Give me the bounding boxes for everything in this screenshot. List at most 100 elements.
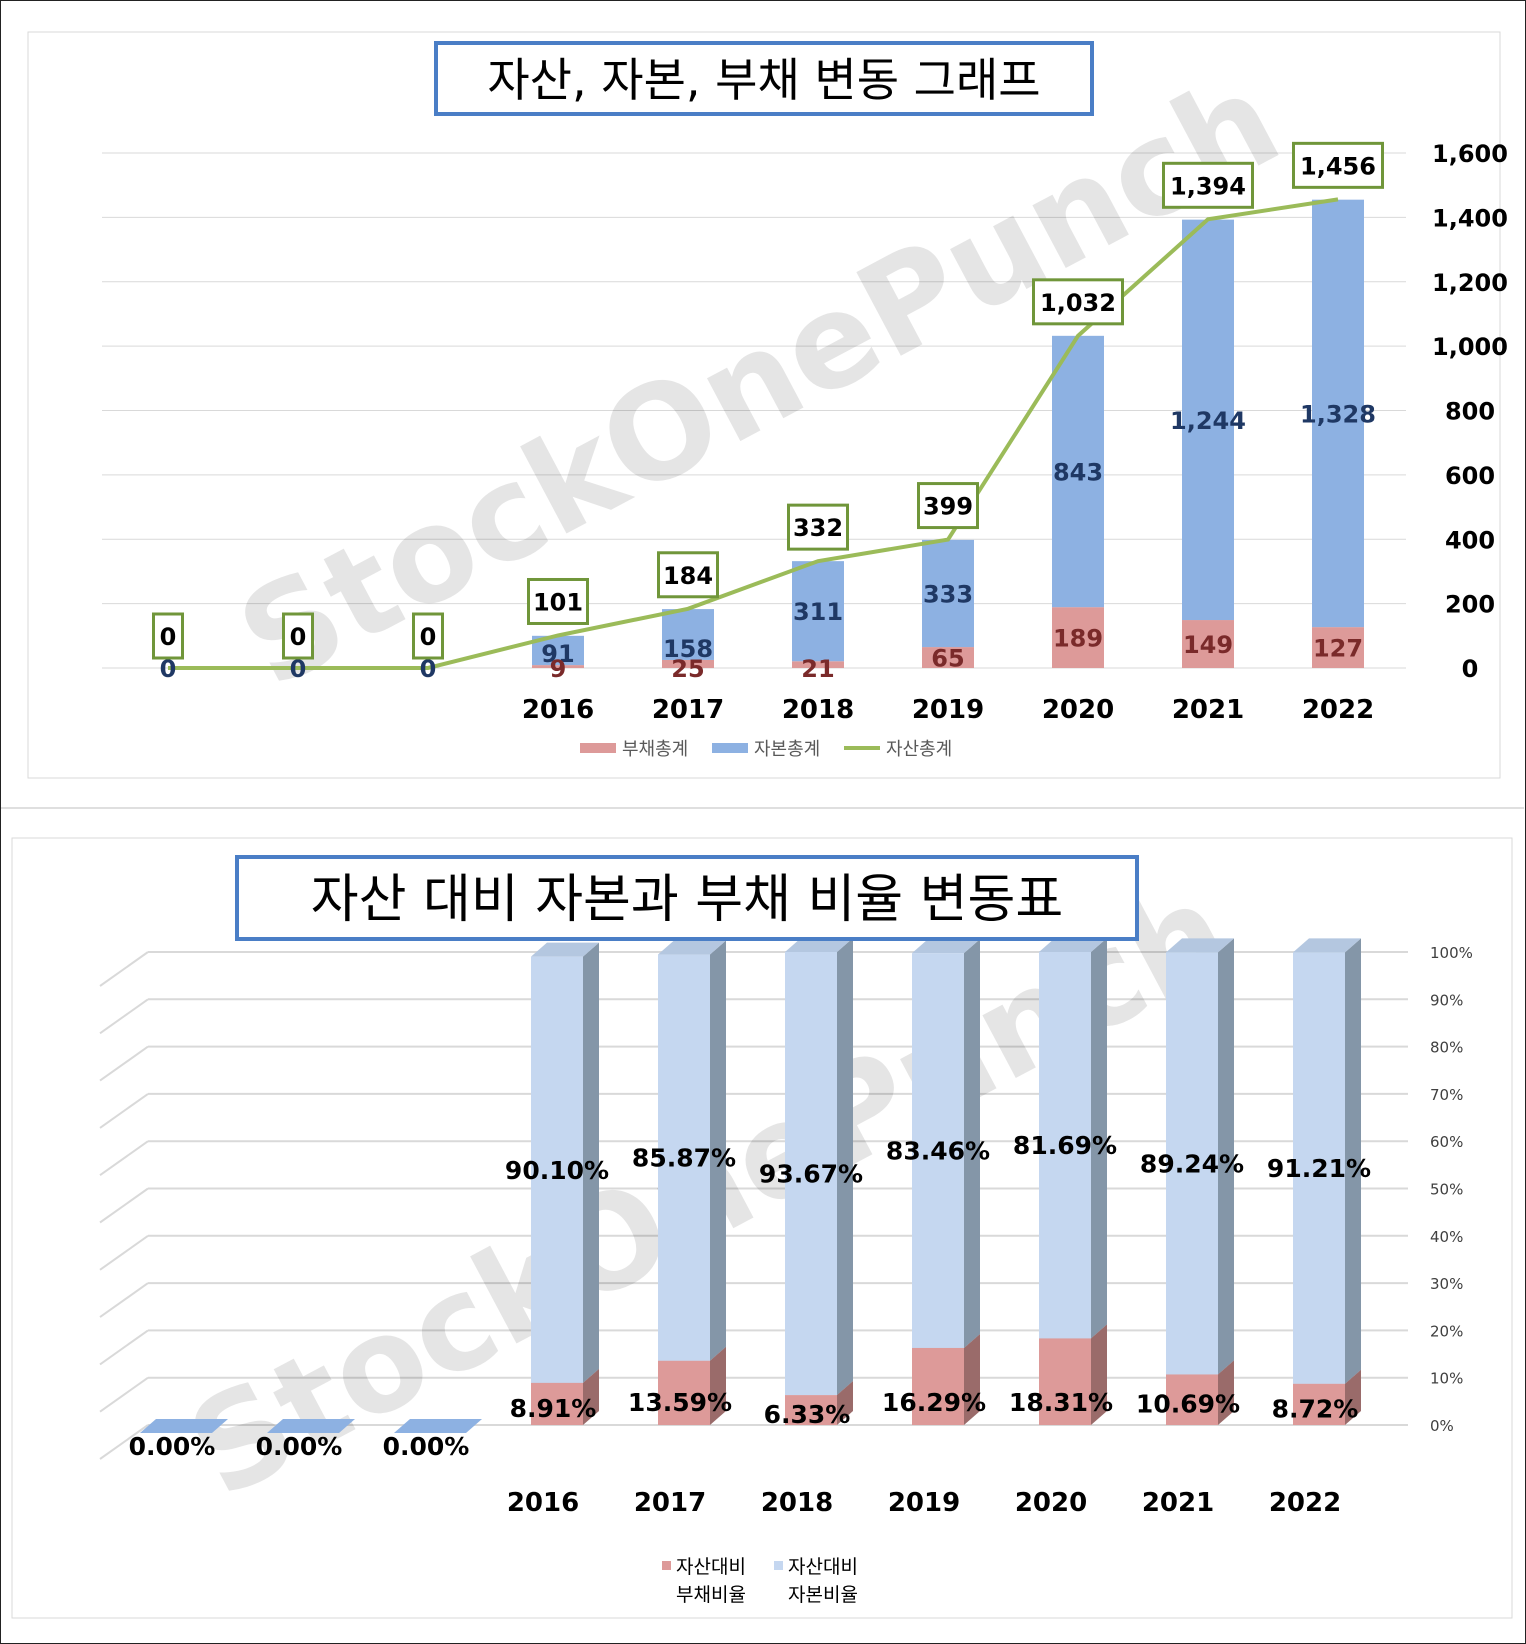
total-label-box bbox=[152, 612, 184, 660]
label-debt-ratio: 16.29% bbox=[882, 1388, 986, 1417]
x-tick-label: 2017 bbox=[634, 1488, 706, 1518]
chart2-y-axis: 0% 10% 20% 30% 40% 50% 60% 70% 80% 90% 100% bbox=[1430, 944, 1473, 1435]
total-label-box bbox=[412, 612, 444, 660]
bar-capital-ratio-side bbox=[710, 940, 726, 1361]
x-tick-label: 2021 bbox=[1172, 695, 1244, 725]
label-debt: 65 bbox=[931, 645, 964, 673]
bar-debt-ratio-front bbox=[785, 1395, 837, 1425]
empty-bar bbox=[267, 1419, 355, 1433]
y-tick-label: 1,200 bbox=[1432, 269, 1508, 297]
label-total-assets: 332 bbox=[793, 514, 843, 542]
bar-capital-ratio-side bbox=[837, 938, 853, 1396]
y-tick-label: 0 bbox=[1462, 655, 1479, 683]
x-tick-label: 2019 bbox=[888, 1488, 960, 1518]
total-label-box bbox=[282, 612, 314, 660]
chart2-x-axis: 2016 2017 2018 2019 2020 2021 2022 bbox=[507, 1488, 1341, 1518]
y-tick-label: 20% bbox=[1430, 1322, 1463, 1340]
label-capital: 333 bbox=[923, 580, 973, 608]
chart1-legend: 부채총계 자본총계 자산총계 bbox=[580, 739, 952, 760]
label-total-assets: 1,032 bbox=[1040, 289, 1116, 317]
label-capital-ratio: 83.46% bbox=[886, 1137, 990, 1166]
gridline-depth bbox=[99, 1282, 149, 1318]
label-capital: 843 bbox=[1053, 458, 1103, 486]
y-tick-label: 10% bbox=[1430, 1370, 1463, 1388]
label-debt: 0 bbox=[290, 655, 307, 683]
label-debt-ratio: 6.33% bbox=[764, 1400, 851, 1429]
gridline-depth bbox=[99, 1140, 149, 1177]
label-debt-ratio: 18.31% bbox=[1009, 1388, 1113, 1417]
bar-debt-ratio-front bbox=[1166, 1374, 1218, 1425]
label-debt-ratio: 8.91% bbox=[510, 1394, 597, 1423]
empty-bar bbox=[394, 1419, 482, 1433]
label-debt: 21 bbox=[801, 655, 834, 683]
gridline-depth bbox=[99, 1424, 149, 1460]
label-debt: 149 bbox=[1183, 631, 1233, 659]
bar-capital-ratio-front bbox=[531, 956, 583, 1383]
label-total-assets: 0 bbox=[160, 623, 177, 651]
label-debt: 25 bbox=[671, 655, 704, 683]
legend-label-line2: 자본비율 bbox=[788, 1584, 858, 1606]
bar-debt-ratio-front bbox=[658, 1360, 710, 1425]
bar-capital-ratio-top bbox=[658, 940, 726, 955]
x-tick-label: 2019 bbox=[912, 695, 984, 725]
label-total-assets: 0 bbox=[420, 623, 437, 651]
label-capital-ratio: 85.87% bbox=[632, 1144, 736, 1173]
label-debt-ratio: 10.69% bbox=[1136, 1390, 1240, 1419]
gridline-depth bbox=[99, 1376, 149, 1413]
gridline-depth bbox=[99, 1187, 149, 1224]
y-tick-label: 30% bbox=[1430, 1275, 1463, 1293]
label-capital-ratio: 93.67% bbox=[759, 1160, 863, 1189]
x-tick-label: 2021 bbox=[1142, 1488, 1214, 1518]
bar-capital-ratio-front bbox=[658, 954, 710, 1361]
label-capital-ratio: 89.24% bbox=[1140, 1149, 1244, 1178]
bar-capital-ratio-top bbox=[1166, 938, 1234, 953]
gridline-depth bbox=[99, 951, 149, 987]
label-debt-ratio: 13.59% bbox=[628, 1388, 732, 1417]
label-capital: 158 bbox=[663, 635, 713, 663]
label-total-assets: 184 bbox=[663, 562, 713, 590]
label-debt: 9 bbox=[550, 655, 567, 683]
bar-capital-ratio-top bbox=[912, 939, 980, 954]
label-debt-ratio: 8.72% bbox=[1272, 1394, 1359, 1423]
bar-capital-ratio-top bbox=[531, 942, 599, 957]
legend-label: 부채총계 bbox=[622, 739, 688, 760]
label-capital: 1,328 bbox=[1300, 400, 1376, 428]
label-debt-ratio: 0.00% bbox=[129, 1432, 216, 1461]
bar-capital-ratio-side bbox=[583, 942, 599, 1383]
bar-capital-ratio-front bbox=[1039, 952, 1091, 1339]
bar-capital-ratio-front bbox=[1166, 952, 1218, 1375]
legend-swatch bbox=[662, 1561, 671, 1570]
label-debt: 189 bbox=[1053, 625, 1103, 653]
bar-capital bbox=[1312, 199, 1364, 628]
bar-capital-ratio-side bbox=[1345, 938, 1361, 1384]
label-capital: 311 bbox=[793, 598, 843, 626]
bar-debt bbox=[1312, 627, 1364, 668]
gridline-depth bbox=[99, 998, 149, 1035]
total-label-box bbox=[1162, 161, 1254, 209]
label-debt-ratio: 0.00% bbox=[256, 1432, 343, 1461]
chart1-title: 자산, 자본, 부채 변동 그래프 bbox=[487, 53, 1040, 107]
bar-capital-ratio-side bbox=[1218, 938, 1234, 1375]
x-tick-label: 2022 bbox=[1269, 1488, 1341, 1518]
bar-debt-ratio-side bbox=[583, 1368, 599, 1425]
legend-swatch bbox=[712, 743, 748, 753]
gridline-depth bbox=[99, 1234, 149, 1271]
chart1-plot-frame bbox=[27, 31, 1501, 779]
bar-debt-ratio-front bbox=[1039, 1338, 1091, 1425]
bar-capital bbox=[792, 561, 844, 662]
y-tick-label: 90% bbox=[1430, 991, 1463, 1009]
legend-swatch bbox=[580, 743, 616, 753]
chart1-data-labels: 91 158 311 333 843 1,244 1,328 0 0 0 9 25 21 65 189 149… bbox=[152, 141, 1384, 683]
y-tick-label: 1,400 bbox=[1432, 204, 1508, 232]
chart2-plot-frame bbox=[11, 837, 1513, 1619]
label-total-assets: 101 bbox=[533, 588, 583, 616]
total-label-box bbox=[787, 503, 849, 551]
chart1-y-axis: 0 200 400 600 800 1,000 1,200 1,400 1,600 bbox=[1432, 140, 1508, 683]
y-tick-label: 600 bbox=[1445, 462, 1495, 490]
label-capital: 1,244 bbox=[1170, 407, 1246, 435]
label-debt: 127 bbox=[1313, 635, 1363, 663]
total-label-box bbox=[657, 551, 719, 599]
bar-capital-ratio-top bbox=[785, 938, 853, 952]
bar-debt bbox=[792, 661, 844, 668]
